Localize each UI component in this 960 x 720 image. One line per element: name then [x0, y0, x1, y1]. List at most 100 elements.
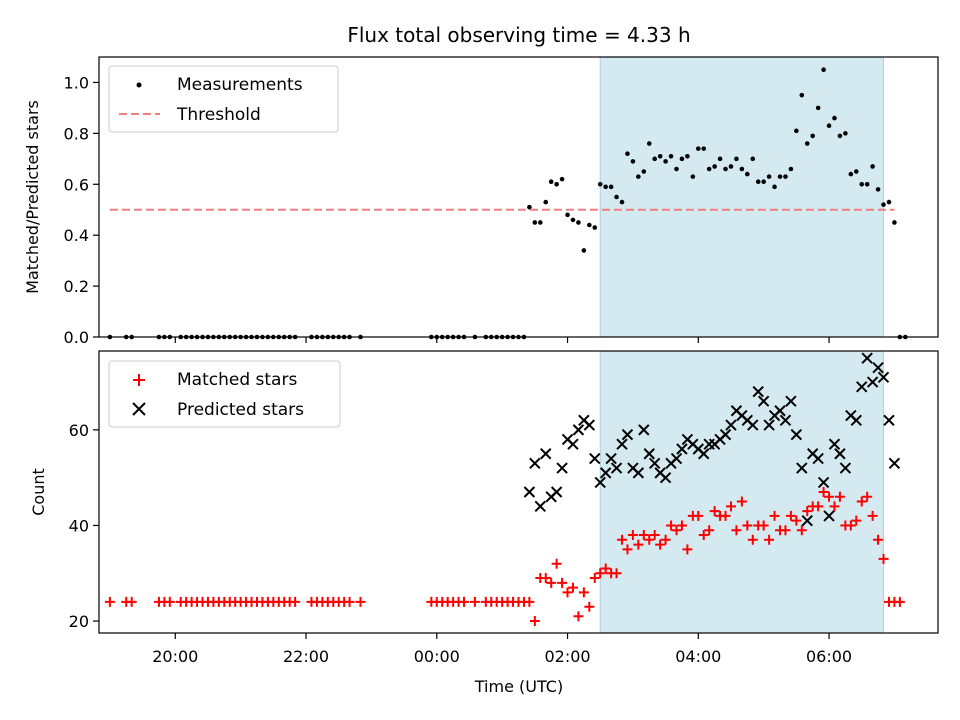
matched-star-point: [529, 616, 540, 627]
matched-star-point: [829, 501, 840, 512]
matched-star-point: [785, 510, 796, 521]
predicted-star-point: [834, 448, 846, 460]
measurement-point: [685, 153, 690, 159]
bottom-shaded-interval: [599, 350, 885, 634]
y-tick-label: 1.0: [64, 73, 89, 92]
measurement-point: [843, 131, 848, 136]
predicted-star-point: [550, 486, 563, 498]
measurement-point: [788, 166, 794, 172]
measurement-point: [783, 174, 788, 179]
bottom-legend-box: [108, 360, 341, 428]
measurement-point: [657, 153, 663, 159]
predicted-star-point: [621, 428, 634, 441]
measurement-point: [717, 156, 723, 162]
measurement-point: [761, 179, 766, 185]
measurement-point: [674, 166, 679, 172]
legend-measurements-marker: [136, 82, 142, 88]
predicted-star-point: [785, 395, 797, 407]
matched-star-point: [666, 520, 677, 531]
predicted-star-point: [556, 462, 568, 474]
matched-star-point: [796, 525, 807, 536]
predicted-star-point: [796, 462, 808, 474]
measurement-point: [750, 156, 756, 162]
predicted-star-point: [583, 419, 596, 431]
matched-star-point: [562, 587, 573, 598]
predicted-star-point: [589, 452, 601, 465]
matched-star-point: [660, 534, 671, 545]
measurement-point: [614, 194, 619, 200]
matched-star-point: [622, 544, 633, 555]
measurement-point: [848, 171, 854, 177]
chart-title: Flux total observing time = 4.33 h: [347, 23, 690, 47]
matched-star-point: [878, 553, 889, 564]
measurement-point: [821, 67, 826, 73]
matched-star-point: [791, 515, 802, 526]
legend-matched-marker: [133, 374, 145, 386]
predicted-star-point: [774, 405, 786, 417]
predicted-star-point: [747, 419, 759, 431]
matched-star-point: [611, 568, 622, 579]
predicted-star-point: [670, 452, 683, 465]
y-tick-label: 0.8: [64, 124, 89, 143]
matched-star-point: [671, 525, 682, 536]
measurement-point: [810, 133, 815, 139]
measurement-point: [728, 164, 734, 169]
predicted-star-point: [599, 467, 612, 479]
matched-star-point: [573, 611, 584, 622]
measurement-point: [527, 204, 532, 210]
x-tick-label: 06:00: [806, 647, 852, 666]
matched-star-point: [894, 596, 905, 607]
matched-star-point: [856, 496, 867, 507]
predicted-star-point: [725, 419, 737, 431]
matched-star-point: [290, 596, 301, 607]
y-tick-label: 0.2: [64, 277, 89, 296]
measurement-point: [559, 176, 565, 182]
measurement-point: [799, 92, 805, 98]
predicted-star-point: [856, 381, 868, 393]
top-plot-frame: [98, 56, 939, 338]
x-tick-label: 04:00: [675, 647, 721, 666]
matched-star-point: [649, 530, 660, 541]
matched-star-point: [540, 573, 551, 584]
measurement-point: [826, 123, 832, 129]
matched-star-point: [764, 534, 775, 545]
matched-star-point: [747, 534, 758, 545]
matched-star-point: [617, 534, 628, 545]
matched-star-point: [655, 539, 666, 550]
measurement-point: [804, 141, 810, 146]
measurement-point: [570, 217, 576, 223]
matched-star-point: [698, 530, 709, 541]
predicted-star-point: [659, 471, 672, 484]
measurement-point: [565, 212, 570, 218]
matched-star-point: [802, 506, 813, 517]
measurement-point: [837, 133, 843, 139]
x-tick-label: 00:00: [414, 647, 460, 666]
matched-star-point: [557, 577, 568, 588]
predicted-star-point: [632, 467, 645, 479]
legend-predicted-marker: [132, 402, 146, 416]
measurement-point: [853, 169, 859, 174]
matched-star-point: [584, 601, 595, 612]
measurement-point: [712, 164, 717, 169]
predicted-star-point: [861, 352, 873, 364]
measurement-point: [832, 115, 837, 121]
y-tick-label: 60: [69, 421, 89, 440]
predicted-star-point: [616, 438, 628, 450]
measurement-point: [875, 187, 881, 192]
measurement-point: [630, 159, 636, 164]
matched-star-point: [126, 596, 137, 607]
matched-star-point: [818, 487, 829, 497]
top-y-axis-label: Matched/Predicted stars: [23, 100, 42, 294]
x-axis-label: Time (UTC): [474, 677, 563, 696]
measurement-point: [548, 179, 554, 185]
predicted-star-point: [877, 371, 890, 383]
predicted-star-point: [839, 462, 852, 474]
matched-star-point: [720, 510, 731, 521]
matched-star-point: [704, 525, 715, 536]
bottom-plot-frame: [98, 350, 939, 634]
matched-star-point: [546, 577, 557, 588]
measurement-point: [625, 151, 630, 157]
predicted-star-point: [850, 414, 862, 427]
predicted-star-point: [866, 376, 879, 388]
